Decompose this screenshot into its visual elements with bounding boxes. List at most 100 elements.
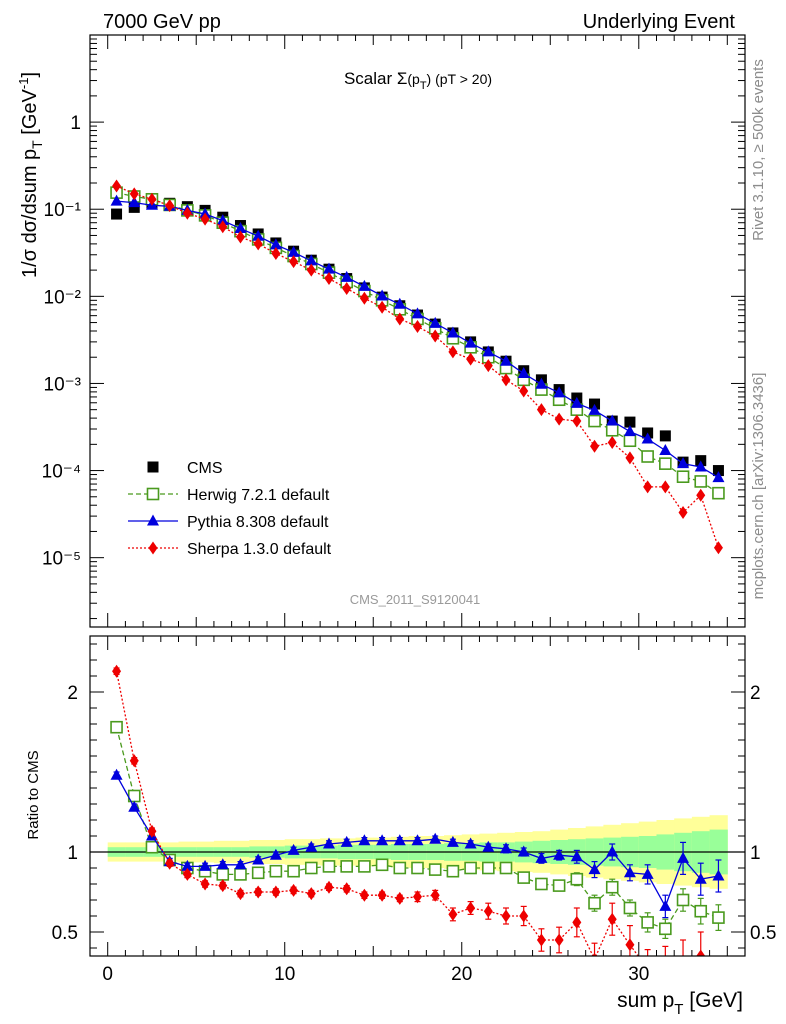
data-point <box>607 435 617 449</box>
data-point <box>393 297 406 309</box>
ratio-point <box>641 867 654 879</box>
ratio-point <box>322 860 336 873</box>
data-point <box>448 345 458 359</box>
ratio-point <box>500 842 513 854</box>
data-point <box>413 320 422 334</box>
data-point <box>129 187 139 201</box>
y-tick-label: 10⁻³ <box>44 374 82 395</box>
data-point <box>694 460 707 472</box>
y-tick-label: 10⁻⁵ <box>42 549 81 570</box>
ratio-point <box>305 840 318 852</box>
ratio-point <box>712 869 725 881</box>
data-point <box>218 220 228 234</box>
data-point <box>482 345 495 357</box>
data-point <box>306 263 316 277</box>
ratio-point <box>536 933 546 947</box>
ratio-ylabel: Ratio to CMS <box>25 750 42 839</box>
legend-label: CMS <box>187 460 223 477</box>
ratio-point <box>253 885 263 899</box>
data-point <box>147 192 157 206</box>
ratio-point <box>199 859 212 871</box>
legend: CMS Herwig 7.2.1 default Pythia 8.308 defa… <box>128 460 332 558</box>
data-point <box>376 289 389 301</box>
data-point <box>359 291 369 305</box>
data-point <box>271 247 281 261</box>
legend-label: Herwig 7.2.1 default <box>187 487 330 504</box>
ratio-y-tick-label: 2 <box>67 683 78 704</box>
ratio-y-tick-label-right: 0.5 <box>750 923 776 944</box>
ratio-point <box>448 907 458 921</box>
x-tick-label: 10 <box>274 964 295 985</box>
ratio-point <box>269 848 282 860</box>
ratio-y-tick-label: 1 <box>67 843 78 864</box>
data-point <box>606 414 619 426</box>
ratio-point <box>112 664 122 678</box>
ratio-point <box>287 843 300 855</box>
data-point <box>713 541 723 555</box>
data-point <box>128 201 140 213</box>
series-open-square <box>110 186 725 500</box>
data-point <box>200 212 210 226</box>
data-point <box>340 270 353 282</box>
main-plot: 10⁻⁵ 10⁻⁴ 10⁻³ 10⁻² 10⁻¹ 1 Scalar Σ(pT) (pT >… <box>16 34 746 628</box>
main-title: Scalar Σ(pT) (pT > 20) <box>344 69 492 92</box>
data-point <box>678 506 688 520</box>
ratio-plot: 0.5 0.51 12 20 10 20 30 Ratio to CMS sum pT [G… <box>25 635 776 1018</box>
ratio-point <box>517 845 530 857</box>
data-point <box>358 279 371 291</box>
ratio-point <box>554 933 564 947</box>
ratio-point <box>234 868 247 881</box>
data-point <box>500 354 513 366</box>
data-point <box>517 367 530 379</box>
data-point <box>572 414 582 428</box>
data-point <box>659 443 672 455</box>
data-point <box>111 208 123 220</box>
data-point <box>519 384 529 398</box>
data-point <box>287 245 300 257</box>
ratio-point <box>428 863 442 876</box>
ratio-point <box>235 887 245 901</box>
ratio-point <box>659 922 672 936</box>
ratio-point <box>110 720 123 734</box>
x-tick-label: 30 <box>628 964 649 985</box>
ratio-point <box>641 916 654 929</box>
ratio-line <box>115 671 702 956</box>
data-point <box>110 194 123 206</box>
ratio-point <box>147 824 157 838</box>
data-point <box>411 307 424 319</box>
data-point <box>165 199 175 213</box>
data-point <box>128 196 141 208</box>
ratio-point <box>216 868 230 881</box>
data-point <box>712 465 724 477</box>
ratio-point <box>712 911 725 924</box>
ratio-point <box>466 901 476 915</box>
data-point <box>712 486 725 500</box>
ratio-point <box>677 851 690 863</box>
data-point <box>253 237 263 251</box>
ratio-point <box>696 949 706 956</box>
data-point <box>623 434 637 448</box>
x-axis-label: sum pT [GeV] <box>617 989 743 1018</box>
series-triangle <box>110 194 725 483</box>
ratio-point <box>375 858 389 872</box>
series-line <box>116 192 719 494</box>
ratio-point <box>623 866 636 878</box>
ratio-point <box>324 880 334 894</box>
ratio-point <box>393 834 406 846</box>
data-point <box>588 403 601 415</box>
ratio-y-tick-label-right: 2 <box>750 683 761 704</box>
data-point <box>659 457 672 470</box>
data-point <box>641 450 654 463</box>
legend-marker <box>147 514 159 526</box>
ratio-point <box>659 899 672 911</box>
ratio-point <box>446 864 460 878</box>
data-point <box>112 179 122 193</box>
legend-marker <box>148 541 158 555</box>
data-point <box>324 272 334 286</box>
ratio-point <box>129 754 139 768</box>
ratio-point <box>623 901 637 915</box>
data-point <box>289 255 299 269</box>
ratio-point <box>287 864 300 878</box>
ratio-point <box>128 800 141 812</box>
